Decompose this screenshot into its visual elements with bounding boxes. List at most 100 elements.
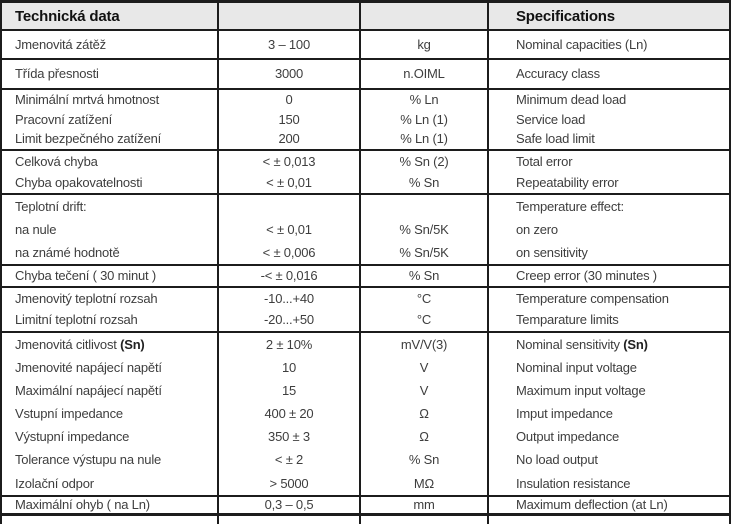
value-cell-text: 0 [285, 92, 293, 108]
english-spec-cell: Nominal input voltage [489, 356, 729, 379]
unit-cell-text: % Ln [409, 92, 439, 108]
czech-label-cell: Minimální mrtvá hmotnost [2, 90, 219, 110]
czech-label-cell-text: Maximální napájecí napětí [15, 383, 162, 399]
unit-cell-text: MΩ [413, 475, 435, 491]
value-cell-text: 3000 [274, 66, 304, 82]
czech-label-cell: Výstupní impedance [2, 425, 219, 449]
table-row-group: Třída přesnosti 3000 n.OIML Accuracy class [2, 60, 729, 90]
unit-cell-text: % Ln (1) [400, 111, 448, 127]
value-cell: < ± 2 [219, 448, 361, 472]
english-spec-cell: Repeatability error [489, 172, 729, 193]
czech-label-cell-text: Jmenovité napájecí napětí [15, 359, 162, 375]
czech-label-cell: Jmenovité napájecí napětí [2, 356, 219, 380]
unit-cell-text: % Sn (2) [399, 153, 449, 169]
czech-label-cell: Maximální napájecí napětí [2, 379, 219, 403]
czech-label-cell: Vstupní impedance [2, 402, 219, 426]
unit-cell-text: mm [413, 497, 435, 513]
value-cell-text: 350 ± 3 [268, 429, 310, 445]
czech-label-cell: na známé hodnotě [2, 241, 219, 264]
english-spec-cell-text: Total error [516, 153, 573, 169]
czech-label-cell: Maximální ohyb ( na Ln) [2, 497, 219, 513]
unit-cell: °C [361, 309, 489, 331]
english-spec-cell: Output impedance [489, 426, 729, 449]
czech-label-cell-text: Vstupní impedance [15, 406, 123, 422]
header-cell-units [361, 3, 489, 29]
czech-label-cell-text: Chyba tečení ( 30 minut ) [15, 268, 156, 284]
value-cell: < ± 0,01 [219, 172, 361, 193]
czech-label-cell-text: na nule [15, 221, 57, 237]
value-cell: 3000 [219, 60, 361, 88]
english-spec-cell-text: on zero [516, 221, 558, 237]
value-cell: 10 [219, 356, 361, 380]
value-cell: 3 – 100 [219, 31, 361, 58]
value-cell: -< ± 0,016 [219, 266, 361, 286]
czech-label-cell-text: Výstupní impedance [15, 429, 130, 445]
unit-cell: % Sn [361, 266, 489, 286]
unit-cell: °C [361, 288, 489, 310]
unit-cell: % Ln [361, 90, 489, 110]
cropped-next-row-stub [2, 516, 729, 524]
unit-cell-text: % Sn [408, 268, 440, 284]
czech-label-cell: Tolerance výstupu na nule [2, 448, 219, 472]
value-cell: 15 [219, 379, 361, 403]
english-spec-cell: Temparature limits [489, 310, 729, 332]
english-spec-cell-text: Accuracy class [516, 66, 600, 82]
table-row-group: Jmenovitá zátěž 3 – 100 kg Nominal capaciti… [2, 31, 729, 60]
value-cell-text: < ± 0,01 [266, 174, 312, 190]
english-spec-cell: Creep error (30 minutes ) [489, 266, 729, 286]
english-spec-cell: Insulation resistance [489, 472, 729, 495]
unit-cell-text: kg [417, 36, 431, 52]
value-cell: > 5000 [219, 471, 361, 495]
table-row-group: Celková chyba < ± 0,013 % Sn (2) Total erro… [2, 151, 729, 195]
value-cell-text: 2 ± 10% [265, 336, 313, 352]
english-spec-cell: on sensitivity [489, 241, 729, 264]
value-cell-text: < ± 0,01 [266, 221, 312, 237]
czech-label-cell-text: Celková chyba [15, 153, 98, 169]
table-title-czech: Technická data [15, 7, 120, 25]
value-cell: < ± 0,01 [219, 218, 361, 241]
czech-label-cell: Jmenovitý teplotní rozsah [2, 288, 219, 310]
table-row-group: Jmenovitá citlivost (Sn) 2 ± 10% mV/V(3) No… [2, 333, 729, 497]
table-row: Limit bezpečného zatížení 200 % Ln (1) Safe… [2, 129, 729, 150]
table-body: Jmenovitá zátěž 3 – 100 kg Nominal capaciti… [2, 31, 729, 516]
header-cell-technical-data: Technická data [2, 3, 219, 29]
value-cell-text: -< ± 0,016 [260, 268, 318, 284]
value-cell: 200 [219, 129, 361, 150]
czech-label-cell-text: Jmenovitá citlivost (Sn) [15, 336, 145, 352]
czech-label-cell-text: Limit bezpečného zatížení [15, 131, 162, 147]
table-row: Vstupní impedance 400 ± 20 Ω Imput impedanc… [2, 402, 729, 426]
value-cell-text: < ± 2 [274, 452, 304, 468]
value-cell [219, 195, 361, 218]
table-row-group: Chyba tečení ( 30 minut ) -< ± 0,016 % Sn C… [2, 266, 729, 288]
czech-label-cell-text: Minimální mrtvá hmotnost [15, 92, 160, 108]
value-cell-text: > 5000 [269, 475, 309, 491]
value-cell-text: 150 [278, 111, 300, 127]
english-spec-cell-text: Creep error (30 minutes ) [516, 268, 657, 284]
value-cell: < ± 0,013 [219, 151, 361, 172]
value-cell-text: -10...+40 [264, 290, 314, 306]
english-spec-cell: Nominal capacities (Ln) [489, 31, 729, 58]
value-cell-text: < ± 0,013 [262, 153, 316, 169]
value-cell-text: 400 ± 20 [264, 406, 314, 422]
czech-label-cell: Pracovní zatížení [2, 109, 219, 130]
value-cell: 2 ± 10% [219, 333, 361, 357]
header-cell-specifications: Specifications [489, 3, 729, 29]
value-cell-text: 0,3 – 0,5 [264, 497, 314, 513]
czech-label-cell: Limitní teplotní rozsah [2, 309, 219, 331]
unit-cell-text: V [419, 359, 429, 375]
unit-cell: % Sn [361, 172, 489, 193]
english-spec-cell-text: Nominal input voltage [516, 359, 637, 375]
unit-cell-text: °C [416, 290, 432, 306]
english-spec-cell-text: Output impedance [516, 429, 620, 445]
czech-label-cell-text: Třída přesnosti [15, 66, 99, 82]
english-spec-cell-text: Minimum dead load [516, 92, 627, 108]
unit-cell: kg [361, 31, 489, 58]
table-row: Výstupní impedance 350 ± 3 Ω Output impedan… [2, 425, 729, 449]
unit-cell: Ω [361, 402, 489, 426]
table-row: Chyba opakovatelnosti < ± 0,01 % Sn Repeata… [2, 172, 729, 193]
english-spec-cell: Minimum dead load [489, 90, 729, 110]
czech-label-cell: Chyba opakovatelnosti [2, 172, 219, 193]
english-spec-cell-text: Maximum deflection (at Ln) [516, 497, 668, 513]
czech-label-cell-text: Izolační odpor [15, 475, 94, 491]
